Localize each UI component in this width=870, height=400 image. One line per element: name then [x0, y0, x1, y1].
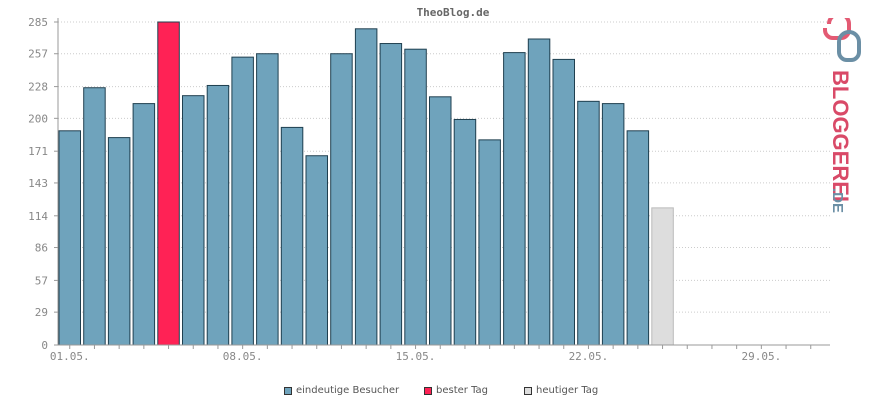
- bar: [231, 56, 254, 346]
- grid-lines: [54, 21, 830, 346]
- bar: [182, 95, 205, 346]
- legend-swatch-today: [524, 386, 532, 395]
- x-tick-label: 08.05.: [223, 350, 263, 363]
- bar: [626, 130, 650, 346]
- bloggerei-logo-icon: BLOGGEREI .DE: [823, 12, 861, 213]
- y-tick-labels: 0 29 57 86 114 143 171 200 228 257 285: [28, 16, 48, 352]
- y-tick-label: 114: [28, 210, 48, 223]
- legend-label-best-day: bester Tag: [436, 385, 489, 396]
- bar: [651, 207, 674, 346]
- x-tick-label: 22.05.: [569, 350, 609, 363]
- bar: [354, 28, 378, 346]
- chart-title: TheoBlog.de: [417, 6, 490, 19]
- bar: [256, 53, 279, 346]
- bar: [404, 48, 427, 346]
- y-tick-label: 200: [28, 112, 48, 125]
- y-tick-label: 29: [35, 306, 48, 319]
- legend-item-today: heutiger Tag: [524, 385, 598, 396]
- x-tick-label: 15.05.: [396, 350, 436, 363]
- bar: [379, 43, 403, 346]
- y-tick-label: 57: [35, 274, 48, 287]
- y-tick-label: 257: [28, 48, 48, 61]
- bar: [527, 38, 551, 346]
- y-tick-label: 86: [35, 242, 48, 255]
- bars: [58, 21, 674, 346]
- y-tick-label: 228: [28, 81, 48, 94]
- bar: [107, 137, 131, 346]
- bar: [601, 103, 625, 346]
- x-tick-label: 29.05.: [741, 350, 781, 363]
- legend-label-today: heutiger Tag: [536, 385, 599, 396]
- x-tick-labels: 01.05. 08.05. 15.05. 22.05. 29.05.: [50, 350, 781, 363]
- bar: [132, 103, 156, 346]
- y-tick-label: 0: [41, 339, 48, 352]
- bar: [330, 53, 353, 346]
- y-tick-label: 143: [28, 177, 48, 190]
- bloggerei-logo: BLOGGEREI .DE: [815, 12, 865, 218]
- bar: [83, 87, 106, 346]
- y-tick-label: 171: [28, 145, 48, 158]
- legend-item-best-day: bester Tag: [424, 385, 488, 396]
- bar: [453, 118, 477, 346]
- bar: [157, 21, 180, 346]
- y-tick-label: 285: [28, 16, 48, 29]
- bar: [577, 100, 600, 346]
- legend-item-visitors: eindeutige Besucher: [284, 385, 399, 396]
- x-tick-label: 01.05.: [50, 350, 90, 363]
- bar: [280, 126, 304, 346]
- logo-suffix: .DE: [829, 188, 846, 213]
- bar: [58, 130, 81, 346]
- bar: [478, 139, 501, 346]
- legend: eindeutige Besucher bester Tag heutiger …: [0, 385, 870, 399]
- bar: [503, 52, 526, 346]
- legend-swatch-visitors: [284, 386, 292, 395]
- bar: [305, 155, 328, 346]
- bar: [206, 84, 230, 346]
- logo-text: BLOGGEREI: [828, 70, 853, 202]
- legend-swatch-best-day: [424, 386, 432, 395]
- bar: [552, 58, 575, 346]
- axes: [57, 18, 830, 349]
- bar: [429, 96, 452, 346]
- legend-label-visitors: eindeutige Besucher: [296, 385, 400, 396]
